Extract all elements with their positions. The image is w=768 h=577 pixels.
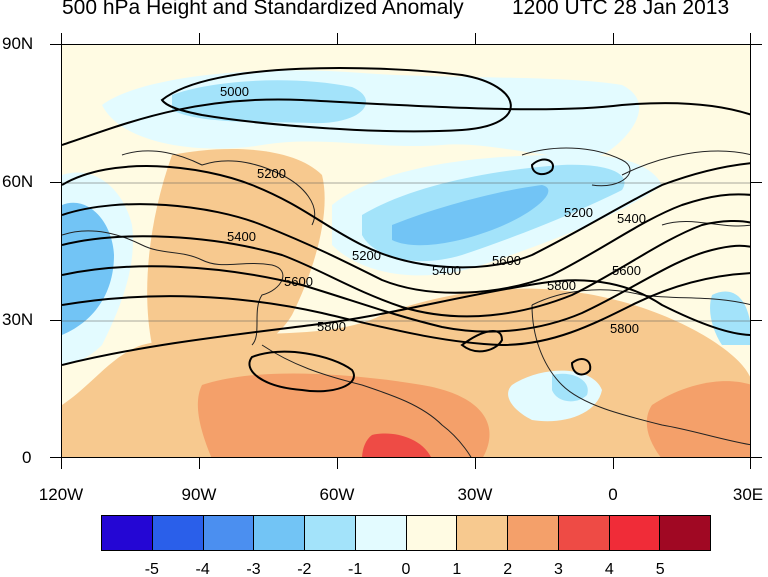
contour-label: 5600 <box>612 263 641 278</box>
lon-tick <box>199 458 200 469</box>
lat-tick <box>751 320 762 321</box>
contour-label: 5600 <box>284 274 313 289</box>
lat-tick <box>751 44 762 45</box>
contour-label: 5400 <box>617 211 646 226</box>
map-title: 500 hPa Height and Standardized Anomaly <box>62 0 464 19</box>
colorbar-box <box>406 516 458 550</box>
colorbar-box <box>508 516 559 550</box>
colorbar-box <box>609 516 661 550</box>
colorbar-box <box>203 516 255 550</box>
colorbar-label: 5 <box>655 561 665 577</box>
lon-tick <box>475 33 476 44</box>
lon-label: 30E <box>732 485 764 504</box>
lon-tick <box>475 458 476 469</box>
colorbar-box <box>254 516 305 550</box>
contour-label-group: 5000 5200 5200 5400 5400 5600 5600 5800 … <box>220 84 646 336</box>
contour-label: 5200 <box>564 205 593 220</box>
colorbar-label: 1 <box>452 561 462 577</box>
anomaly-negative-europe <box>710 291 750 345</box>
lat-tick <box>751 457 762 458</box>
anomaly-negative-africa-core <box>552 373 588 402</box>
contour-label: 5200 <box>257 166 286 181</box>
lon-label: 60W <box>319 485 355 504</box>
colorbar-label: 3 <box>554 561 563 577</box>
colorbar-box <box>152 516 204 550</box>
map-svg: 5000 5200 5200 5400 5400 5600 5600 5800 … <box>62 45 750 457</box>
lon-label: 0 <box>608 485 618 504</box>
contour-label: 5000 <box>220 84 249 99</box>
anomaly-positive-africa-east <box>646 381 750 457</box>
lon-tick <box>61 33 62 44</box>
lon-tick <box>613 458 614 469</box>
lat-label: 60N <box>2 172 34 191</box>
lon-tick <box>750 33 751 44</box>
contour-label: 5400 <box>227 229 256 244</box>
anomaly-negative-arctic-core <box>172 80 367 124</box>
lat-label: 90N <box>2 34 34 53</box>
anomaly-positive-north-america <box>147 149 325 362</box>
contour-label: 5800 <box>547 278 576 293</box>
valid-time: 1200 UTC 28 Jan 2013 <box>512 0 730 19</box>
lon-tick <box>337 33 338 44</box>
colorbar-label: -3 <box>246 561 261 577</box>
anomaly-positive-caribbean <box>197 373 490 457</box>
colorbar-box <box>305 516 356 550</box>
anomaly-negative-atlantic-core <box>392 185 549 246</box>
lat-tick <box>50 320 61 321</box>
colorbar-label: 4 <box>604 561 614 577</box>
lat-label: 0 <box>22 448 32 467</box>
colorbar-box <box>457 516 508 550</box>
lat-tick <box>50 182 61 183</box>
anomaly-positive-peak <box>362 433 431 457</box>
lon-tick <box>337 458 338 469</box>
colorbar-label: -4 <box>195 561 210 577</box>
lat-tick <box>50 44 61 45</box>
height-contours <box>62 66 750 393</box>
colorbar-label: -2 <box>297 561 312 577</box>
lon-tick <box>199 33 200 44</box>
lon-tick <box>750 458 751 469</box>
lat-label: 30N <box>2 310 34 329</box>
lon-label: 30W <box>457 485 493 504</box>
graticule <box>62 182 750 322</box>
contour-label: 5800 <box>317 319 346 334</box>
coastlines <box>62 147 750 457</box>
colorbar-label: 0 <box>401 561 411 577</box>
lon-label: 90W <box>181 485 217 504</box>
anomaly-negative-westcoast-core <box>62 202 114 335</box>
contour-label: 5800 <box>610 321 639 336</box>
lon-tick <box>61 458 62 469</box>
colorbar-label: -5 <box>144 561 159 577</box>
colorbar-box <box>355 516 407 550</box>
lat-tick <box>50 457 61 458</box>
colorbar-label: -1 <box>348 561 363 577</box>
contour-label: 5200 <box>352 248 381 263</box>
colorbar-box <box>660 516 710 550</box>
colorbar-label: 2 <box>503 561 513 577</box>
lon-tick <box>613 33 614 44</box>
contour-label: 5600 <box>492 253 521 268</box>
map-panel: 5000 5200 5200 5400 5400 5600 5600 5800 … <box>61 44 751 458</box>
colorbar-box <box>558 516 610 550</box>
lon-label: 120W <box>38 485 84 504</box>
colorbar <box>101 515 711 551</box>
lat-tick <box>751 182 762 183</box>
contour-label: 5400 <box>432 263 461 278</box>
colorbar-box <box>102 516 153 550</box>
